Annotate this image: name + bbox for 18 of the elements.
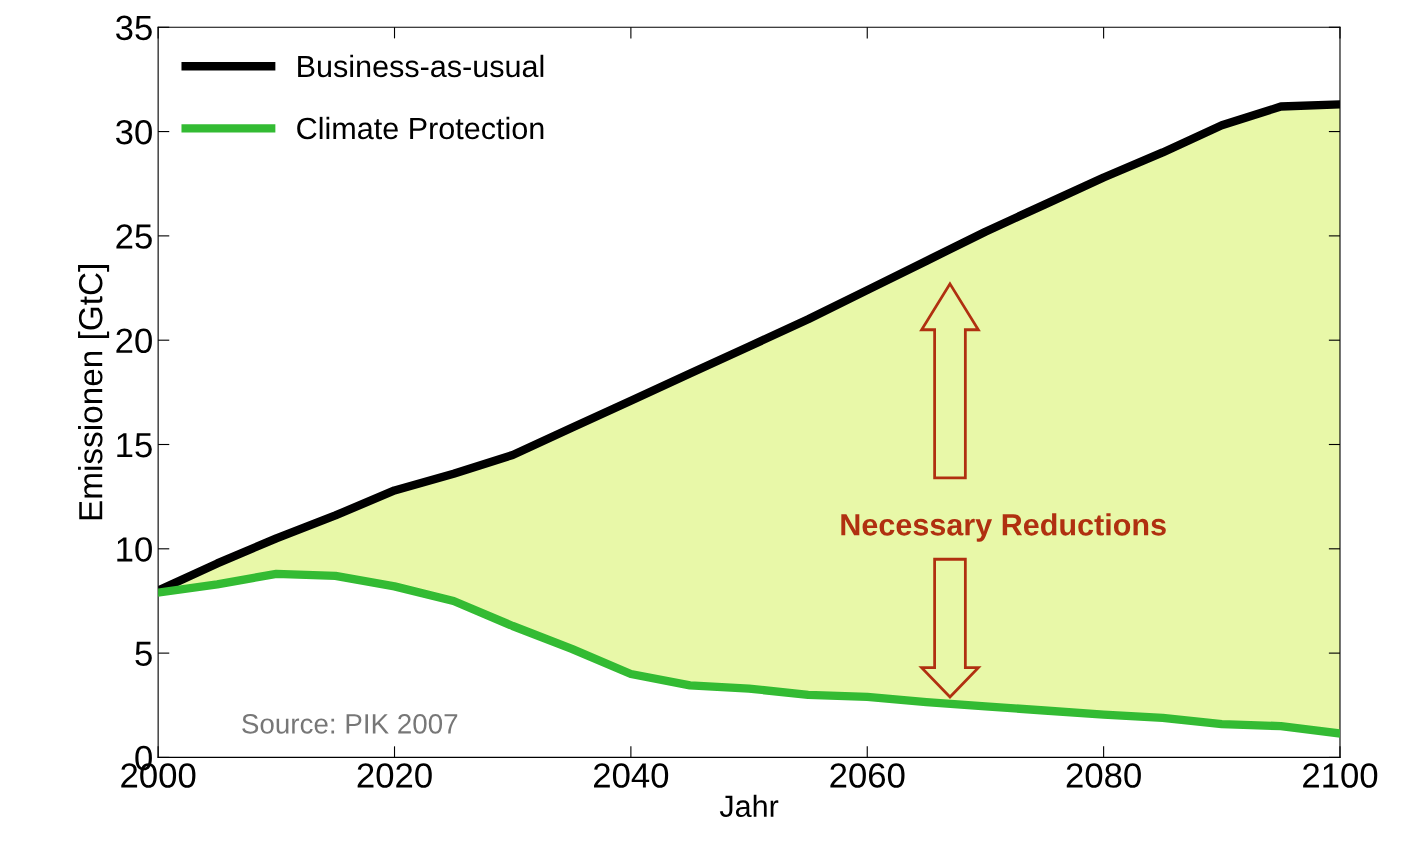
x-tick-label: 2080 — [1066, 763, 1141, 788]
x-tick-label: 2020 — [357, 763, 432, 788]
y-tick-label: 35 — [115, 15, 152, 41]
y-tick-label: 15 — [117, 433, 152, 458]
y-tick-label: 5 — [135, 641, 152, 667]
y-tick-label: 30 — [115, 119, 152, 145]
legend-label: Business-as-usual — [298, 54, 544, 78]
x-tick-label: 2100 — [1303, 763, 1378, 788]
annotation: Necessary Reductions — [841, 513, 1166, 542]
y-axis-title: Emissionen [GtC] — [78, 265, 110, 520]
y-tick-label: 20 — [116, 328, 152, 354]
x-tick-label: 2040 — [594, 763, 669, 788]
annotation: Source: PIK 2007 — [242, 714, 458, 734]
x-axis-title: Jahr — [719, 794, 779, 818]
y-tick-label: 10 — [117, 537, 152, 562]
y-tick-label: 25 — [116, 224, 152, 249]
x-tick-label: 2060 — [830, 763, 905, 788]
legend-label: Climate Protection — [297, 116, 544, 140]
